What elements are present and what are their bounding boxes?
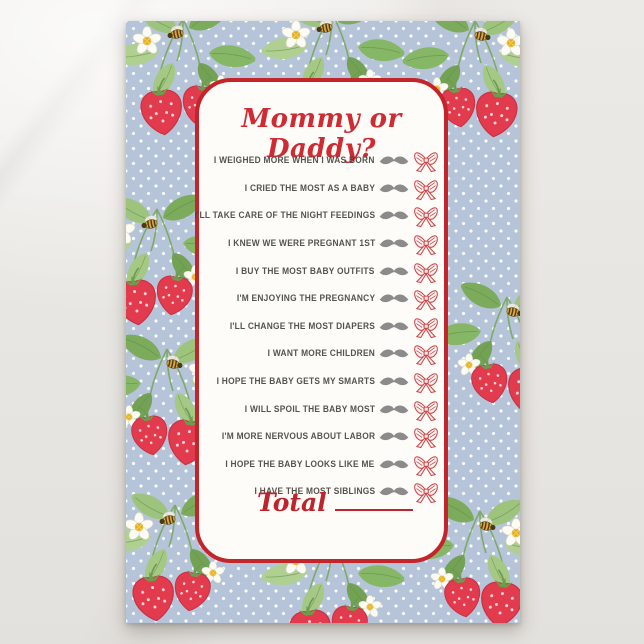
mustache-icon	[379, 460, 409, 468]
question-label: I BUY THE MOST BABY OUTFITS	[236, 265, 375, 277]
bow-icon	[414, 207, 438, 228]
question-row: I KNEW WE WERE PREGNANT 1ST	[203, 230, 441, 258]
question-label: I WEIGHED MORE WHEN I WAS BORN	[214, 155, 375, 167]
mustache-icon	[379, 377, 409, 386]
question-label: I WANT MORE CHILDREN	[267, 348, 375, 360]
question-label: I'M MORE NERVOUS ABOUT LABOR	[221, 431, 375, 443]
mustache-icon	[379, 349, 409, 358]
strawberry-flyer: Mommy or Daddy? I WEIGHED MORE WHEN I WA…	[126, 21, 520, 623]
question-row: I CRIED THE MOST AS A BABY	[203, 175, 441, 203]
questions-list: I WEIGHED MORE WHEN I WAS BORN I CRIED T…	[194, 147, 441, 506]
card-title: Mommy or Daddy?	[241, 104, 402, 164]
mustache-icon	[379, 267, 409, 275]
game-card: Mommy or Daddy? I WEIGHED MORE WHEN I WA…	[194, 78, 448, 563]
question-row: I'M MORE NERVOUS ABOUT LABOR	[203, 423, 441, 451]
mustache-icon	[379, 322, 409, 330]
question-row: I HOPE THE BABY LOOKS LIKE ME	[203, 451, 441, 479]
bow-icon	[414, 428, 438, 449]
mustache-icon	[379, 405, 409, 413]
bow-icon	[414, 180, 438, 200]
question-label: I'LL TAKE CARE OF THE NIGHT FEEDINGS	[194, 210, 375, 222]
bow-icon	[414, 373, 438, 394]
question-label: I HOPE THE BABY LOOKS LIKE ME	[225, 458, 375, 470]
question-row: I WILL SPOIL THE BABY MOST	[203, 395, 441, 423]
question-label: I WILL SPOIL THE BABY MOST	[244, 403, 375, 415]
question-label: I'M ENJOYING THE PREGNANCY	[236, 293, 375, 305]
question-row: I HOPE THE BABY GETS MY SMARTS	[203, 368, 441, 396]
question-label: I KNEW WE WERE PREGNANT 1ST	[227, 238, 375, 250]
question-row: I'M ENJOYING THE PREGNANCY	[203, 285, 441, 313]
question-label: I'LL CHANGE THE MOST DIAPERS	[229, 320, 375, 332]
bow-icon	[414, 345, 438, 366]
question-row: I WEIGHED MORE WHEN I WAS BORN	[203, 147, 441, 175]
question-label: I HOPE THE BABY GETS MY SMARTS	[216, 376, 375, 388]
mustache-icon	[379, 239, 409, 248]
question-row: I WANT MORE CHILDREN	[203, 340, 441, 368]
bow-icon	[414, 235, 438, 256]
mustache-icon	[379, 184, 409, 193]
mustache-icon	[379, 432, 409, 441]
bow-icon	[414, 318, 438, 338]
mustache-icon	[379, 294, 409, 303]
question-label: I CRIED THE MOST AS A BABY	[244, 182, 375, 194]
bow-icon	[414, 483, 438, 504]
total-blank-line	[334, 509, 413, 511]
bow-icon	[414, 262, 438, 283]
question-row: I BUY THE MOST BABY OUTFITS	[203, 257, 441, 285]
total-label: Total	[257, 488, 327, 517]
question-row: I'LL TAKE CARE OF THE NIGHT FEEDINGS	[194, 202, 441, 230]
bow-icon	[414, 152, 438, 173]
mustache-icon	[379, 156, 409, 165]
total-row: Total	[257, 490, 413, 515]
question-row: I HAVE THE MOST SIBLINGS	[203, 478, 441, 506]
bow-icon	[414, 400, 438, 421]
question-label: I HAVE THE MOST SIBLINGS	[254, 486, 375, 498]
question-row: I'LL CHANGE THE MOST DIAPERS	[203, 313, 441, 341]
bow-icon	[414, 290, 438, 311]
mustache-icon	[379, 212, 409, 220]
bow-icon	[414, 456, 438, 476]
